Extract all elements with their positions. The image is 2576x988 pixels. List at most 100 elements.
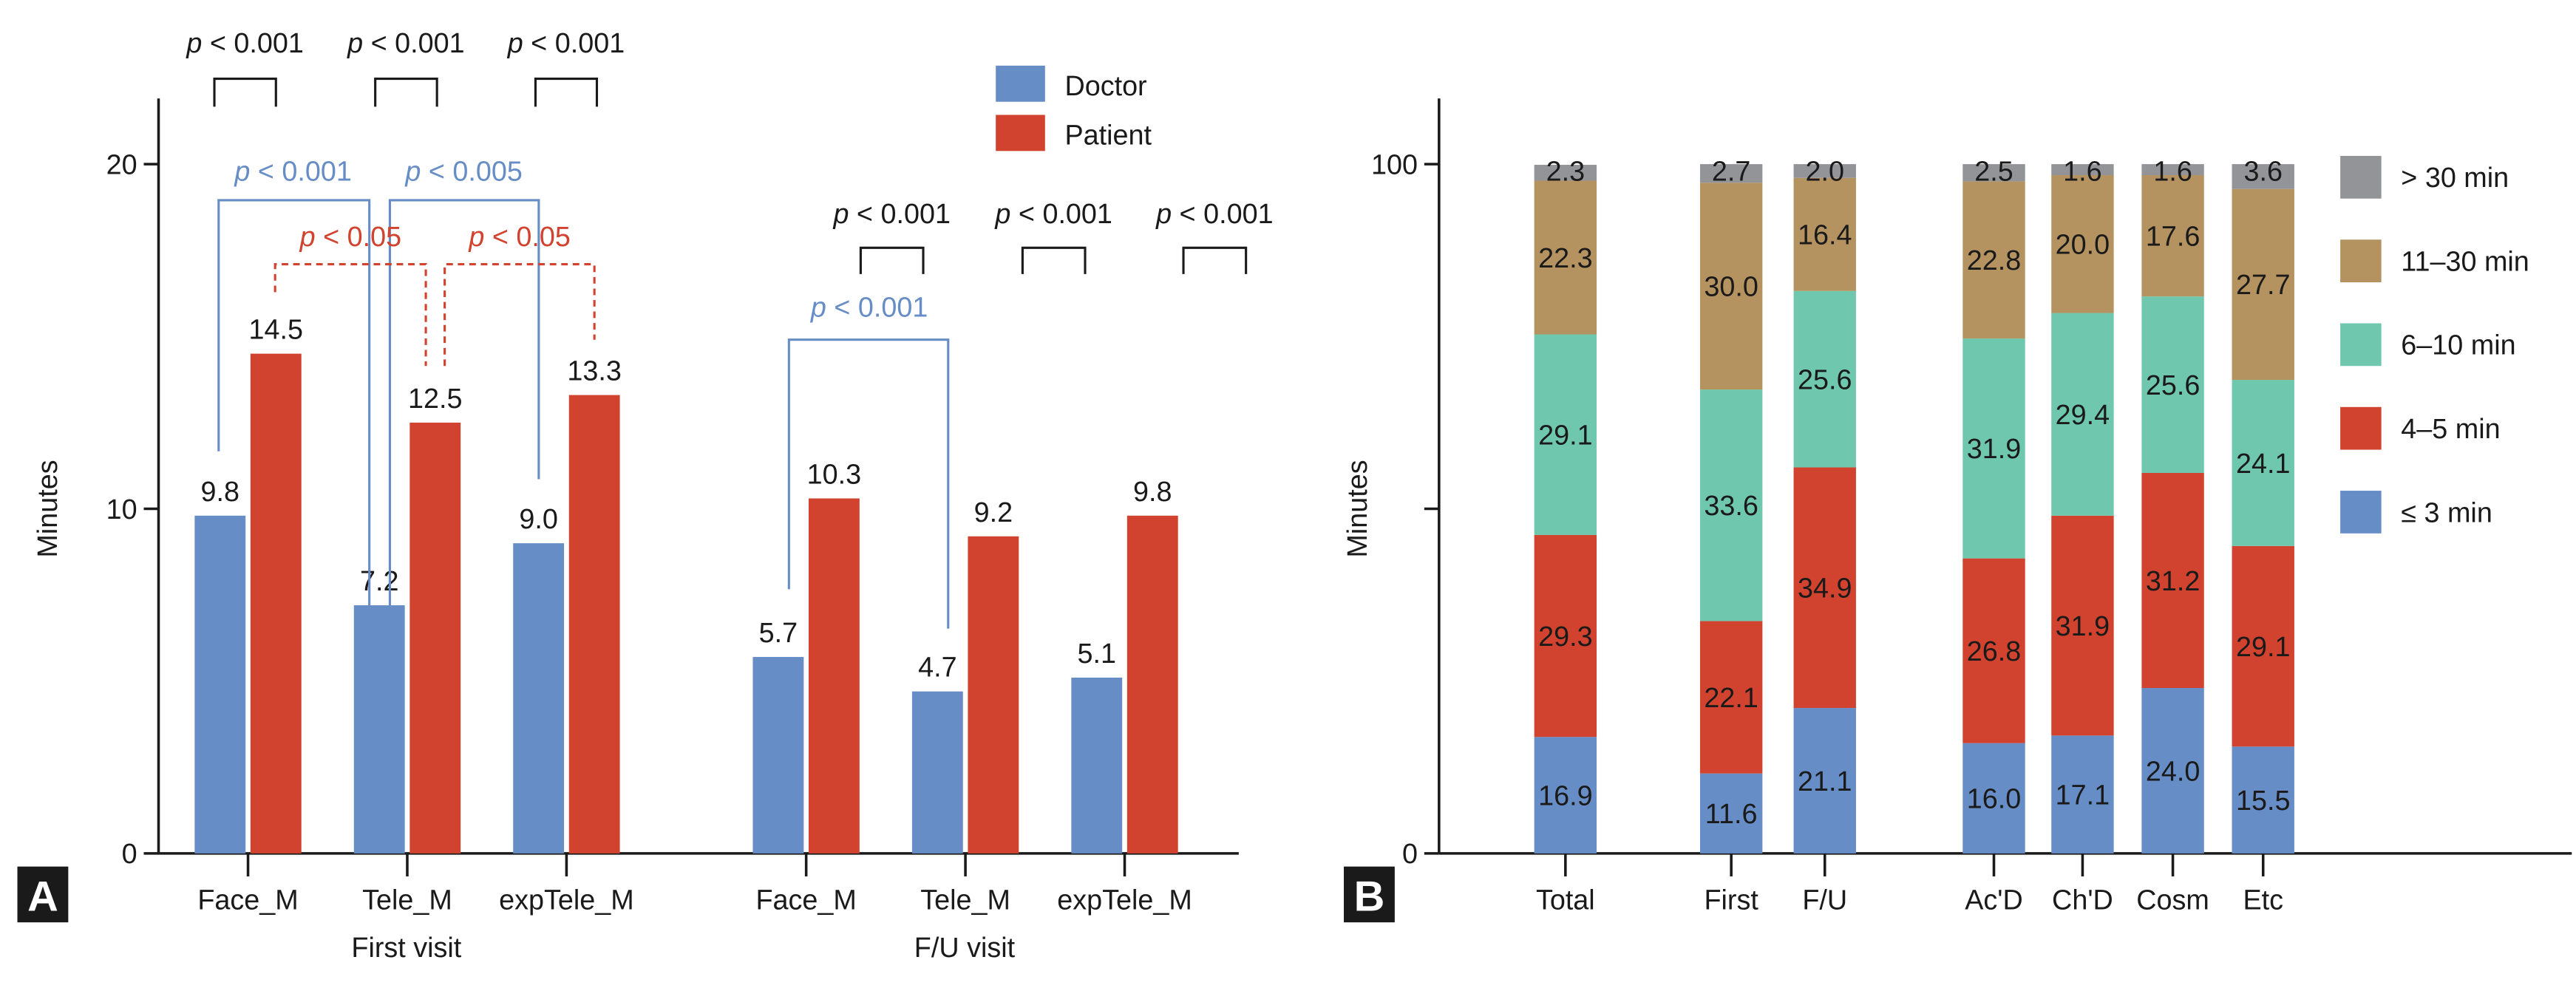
stacked-segment-0: [1534, 737, 1597, 854]
stacked-segment-2: [1962, 338, 2025, 559]
data-label-patient: 14.5: [249, 314, 303, 345]
bar-patient-0: [250, 353, 302, 854]
legend-swatch: [2340, 239, 2382, 282]
data-label: 11.6: [1705, 798, 1758, 829]
data-label: 2.0: [1806, 155, 1844, 186]
data-label: 29.3: [1538, 621, 1592, 652]
stacked-segment-2: [2141, 296, 2204, 473]
significance-bracket-patient: [273, 263, 427, 367]
bar-patient-4: [968, 536, 1019, 854]
y-axis-label: Minutes: [1342, 460, 1373, 557]
data-label: 16.0: [1967, 783, 2021, 814]
stacked-segment-0: [1699, 773, 1763, 854]
data-label: 33.6: [1704, 490, 1758, 521]
stacked-segment-3: [2051, 175, 2114, 313]
panel-b-chart: 0 100 Minutes 16.9 29.3 29.1 22.3 2.3 Total 11.6 2…: [1342, 98, 2572, 923]
stacked-segment-1: [1962, 558, 2025, 743]
stacked-segment-3: [1534, 180, 1597, 335]
x-tick-label: Ac'D: [1965, 884, 2023, 915]
p-value-label: p < 0.001: [347, 27, 465, 58]
data-label: 24.0: [2146, 755, 2200, 786]
legend-swatch: [2340, 491, 2382, 534]
data-label-doctor: 4.7: [918, 652, 956, 683]
significance-bracket: [1182, 246, 1248, 274]
significance-bracket-doctor: [787, 338, 950, 629]
data-label-doctor: 7.2: [360, 565, 398, 596]
x-tick-label: Ch'D: [2052, 884, 2113, 915]
x-tick-label: Etc: [2243, 884, 2283, 915]
stacked-segment-2: [1793, 290, 1856, 468]
stacked-segment-1: [1534, 534, 1597, 737]
data-label: 22.3: [1538, 242, 1592, 273]
stacked-segment-2: [1699, 389, 1763, 621]
stacked-segment-1: [1793, 467, 1856, 709]
data-label-patient: 12.5: [408, 383, 462, 414]
legend-swatch-doctor: [996, 65, 1045, 102]
significance-bracket: [534, 78, 599, 107]
data-label: 3.6: [2243, 155, 2282, 186]
data-label: 25.6: [2146, 369, 2200, 401]
bar-doctor-3: [752, 657, 804, 854]
stacked-segment-3: [2141, 175, 2204, 297]
significance-bracket: [213, 78, 277, 107]
legend-label: ≤ 3 min: [2401, 497, 2492, 528]
data-label: 21.1: [1798, 766, 1852, 797]
data-label-doctor: 9.0: [519, 503, 557, 534]
significance-bracket-doctor: [388, 199, 540, 737]
p-value-label: p < 0.05: [468, 221, 571, 252]
x-tick-label: Tele_M: [920, 884, 1010, 915]
bar-patient-1: [409, 422, 461, 854]
stacked-segment-4: [1793, 164, 1856, 178]
stacked-segment-4: [1962, 164, 2025, 182]
stacked-segment-2: [1534, 334, 1597, 535]
data-label-patient: 9.2: [974, 497, 1013, 528]
data-label-patient: 10.3: [807, 459, 861, 490]
stacked-segment-2: [2051, 313, 2114, 516]
x-tick-label: F/U: [1802, 884, 1847, 915]
significance-bracket: [1021, 246, 1087, 274]
x-tick-label: Face_M: [197, 884, 298, 915]
stacked-segment-4: [2141, 164, 2204, 176]
y-tick-label: 0: [1402, 838, 1418, 869]
p-value-label: p < 0.001: [507, 27, 625, 58]
data-label-doctor: 5.7: [759, 617, 798, 648]
panel-label: A: [27, 873, 58, 921]
legend-label-doctor: Doctor: [1064, 70, 1146, 101]
data-label: 34.9: [1798, 573, 1852, 604]
stacked-segment-0: [2232, 746, 2294, 854]
data-label-doctor: 5.1: [1078, 638, 1116, 669]
panel-label-box: [17, 866, 69, 923]
data-label: 29.1: [1538, 420, 1592, 451]
y-tick-label: 100: [1371, 149, 1418, 180]
p-value-label: p < 0.001: [810, 292, 928, 323]
data-label: 16.9: [1538, 780, 1592, 811]
p-value-label: p < 0.001: [1155, 198, 1274, 229]
p-value-label: p < 0.001: [186, 27, 303, 58]
p-value-label: p < 0.05: [299, 221, 402, 252]
legend-label: 6–10 min: [2401, 330, 2515, 361]
data-label: 2.3: [1546, 155, 1585, 186]
data-label: 17.6: [2146, 220, 2200, 251]
y-tick-label: 0: [122, 838, 137, 869]
legend-label: 4–5 min: [2401, 413, 2500, 444]
bar-patient-3: [808, 498, 860, 854]
stacked-segment-0: [1793, 708, 1856, 854]
panel-a-chart: 0 10 20 Minutes 9.8 14.5 Face_M 7.2 12.5 Tele_M 9.…: [17, 27, 1274, 963]
stacked-segment-1: [2051, 515, 2114, 736]
data-label: 29.4: [2056, 399, 2110, 430]
legend-label: 11–30 min: [2401, 245, 2529, 276]
data-label: 29.1: [2236, 631, 2290, 662]
stacked-segment-3: [1699, 183, 1763, 390]
y-tick-label: 20: [106, 149, 137, 180]
stacked-segment-4: [1534, 165, 1597, 181]
y-axis-label: Minutes: [32, 460, 63, 557]
stacked-segment-1: [2232, 545, 2294, 747]
legend-swatch: [2340, 155, 2382, 199]
stacked-segment-3: [1793, 177, 1856, 291]
legend-swatch: [2340, 406, 2382, 450]
p-value-label: p < 0.001: [234, 155, 352, 186]
data-label: 2.7: [1712, 155, 1750, 186]
y-tick-label: 10: [106, 494, 137, 525]
data-label: 17.1: [2056, 779, 2110, 810]
